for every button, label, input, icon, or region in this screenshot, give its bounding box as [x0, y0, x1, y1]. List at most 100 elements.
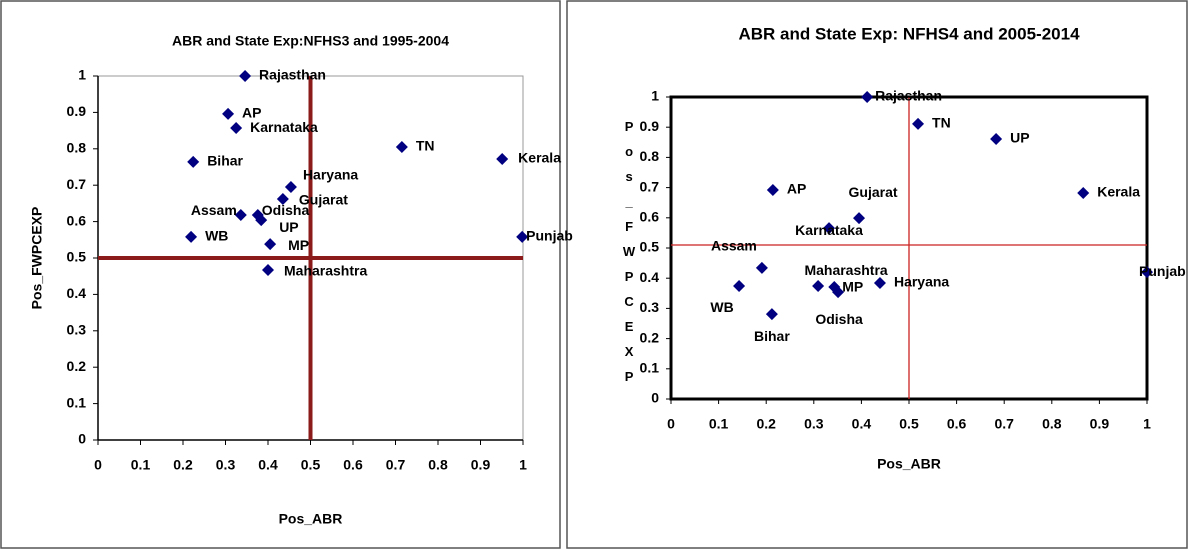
x-tick-label: 1: [1143, 416, 1151, 432]
data-point: [187, 155, 200, 168]
x-tick-label: 0.3: [804, 416, 824, 432]
point-label: WB: [205, 228, 228, 244]
x-tick-label: 0.1: [131, 457, 151, 473]
y-tick-label: 0.5: [640, 239, 660, 255]
point-label: Assam: [191, 202, 237, 218]
point-label: TN: [416, 138, 435, 154]
data-point: [823, 222, 836, 235]
data-point: [832, 286, 845, 299]
data-point: [1141, 266, 1153, 279]
right-panel: [566, 0, 1188, 549]
y-tick-label: 0.7: [67, 176, 87, 192]
x-tick-label: 0.4: [852, 416, 872, 432]
y-axis-title: Pos_FWPCEXP: [29, 207, 45, 310]
x-tick-label: 0.8: [1042, 416, 1062, 432]
y-tick-label: 0.2: [640, 329, 660, 345]
data-point: [230, 122, 243, 135]
data-point: [912, 117, 925, 130]
data-point: [234, 209, 247, 222]
point-label: Rajasthan: [259, 67, 326, 83]
data-point: [853, 212, 866, 225]
x-tick-label: 0.7: [386, 457, 406, 473]
point-label: Assam: [711, 238, 757, 254]
y-tick-label: 0.8: [640, 148, 660, 164]
x-tick-label: 0.6: [343, 457, 363, 473]
y-tick-label: 0.5: [67, 249, 87, 265]
x-tick-label: 0.9: [1090, 416, 1110, 432]
data-point: [496, 152, 509, 165]
data-point: [861, 91, 874, 103]
x-tick-label: 0.6: [947, 416, 967, 432]
y-tick-label: 0.4: [640, 269, 660, 285]
x-tick-label: 0: [94, 457, 102, 473]
data-point: [755, 261, 768, 274]
data-point: [284, 181, 297, 194]
data-point: [873, 277, 886, 290]
point-label: MP: [842, 279, 863, 295]
data-point: [516, 230, 529, 243]
point-label: AP: [242, 105, 261, 121]
point-label: Punjab: [526, 228, 573, 244]
y-tick-label: 1: [651, 88, 659, 104]
x-tick-label: 0.1: [709, 416, 729, 432]
y-tick-label: 0.9: [640, 118, 660, 134]
x-tick-label: 0.5: [301, 457, 321, 473]
x-tick-label: 0.4: [258, 457, 278, 473]
point-label: Karnataka: [795, 222, 863, 238]
data-point: [276, 193, 289, 206]
data-point: [255, 214, 268, 227]
y-tick-label: 0.6: [67, 212, 87, 228]
left-panel: [0, 0, 561, 549]
y-tick-label: 0: [651, 390, 659, 406]
x-axis-title: Pos_ABR: [877, 456, 941, 472]
x-tick-label: 0.2: [173, 457, 193, 473]
point-label: Karnataka: [250, 119, 318, 135]
point-label: Odisha: [815, 311, 863, 327]
point-label: UP: [279, 219, 298, 235]
x-tick-label: 0.8: [428, 457, 448, 473]
point-label: Haryana: [303, 167, 358, 183]
point-label: Gujarat: [299, 192, 348, 208]
data-point: [733, 280, 746, 293]
y-tick-label: 0.9: [67, 103, 87, 119]
point-label: TN: [932, 115, 951, 131]
x-tick-label: 0.3: [216, 457, 236, 473]
point-label: Rajasthan: [875, 88, 942, 104]
y-tick-label: 0: [78, 431, 86, 447]
y-tick-label: 0.7: [640, 178, 660, 194]
y-tick-label: 1: [78, 67, 86, 83]
data-point: [765, 308, 778, 321]
point-label: Kerala: [1097, 184, 1140, 200]
x-tick-label: 0.5: [899, 416, 919, 432]
point-label: WB: [710, 299, 733, 315]
point-label: Maharashtra: [284, 263, 367, 279]
point-label: Bihar: [207, 153, 243, 169]
data-point: [395, 140, 408, 153]
x-tick-label: 0.9: [471, 457, 491, 473]
y-tick-label: 0.4: [67, 285, 87, 301]
point-label: MP: [288, 237, 309, 253]
data-point: [262, 264, 274, 277]
data-point: [1077, 187, 1090, 200]
point-label: Bihar: [754, 328, 790, 344]
y-tick-label: 0.3: [67, 322, 87, 338]
point-label: AP: [787, 181, 806, 197]
point-label: Gujarat: [849, 184, 898, 200]
x-axis-title: Pos_ABR: [279, 511, 343, 527]
x-tick-label: 0: [667, 416, 675, 432]
y-tick-label: 0.6: [640, 209, 660, 225]
data-point: [185, 230, 198, 243]
data-point: [239, 70, 252, 82]
point-label: UP: [1010, 130, 1029, 146]
y-tick-label: 0.3: [640, 299, 660, 315]
data-point: [222, 107, 235, 120]
y-tick-label: 0.1: [67, 394, 87, 410]
data-point: [990, 132, 1003, 145]
data-point: [264, 238, 277, 251]
x-tick-label: 0.2: [756, 416, 776, 432]
y-tick-label: 0.8: [67, 140, 87, 156]
y-tick-label: 0.1: [640, 360, 660, 376]
point-label: Odisha: [262, 202, 310, 218]
x-tick-label: 0.7: [994, 416, 1014, 432]
